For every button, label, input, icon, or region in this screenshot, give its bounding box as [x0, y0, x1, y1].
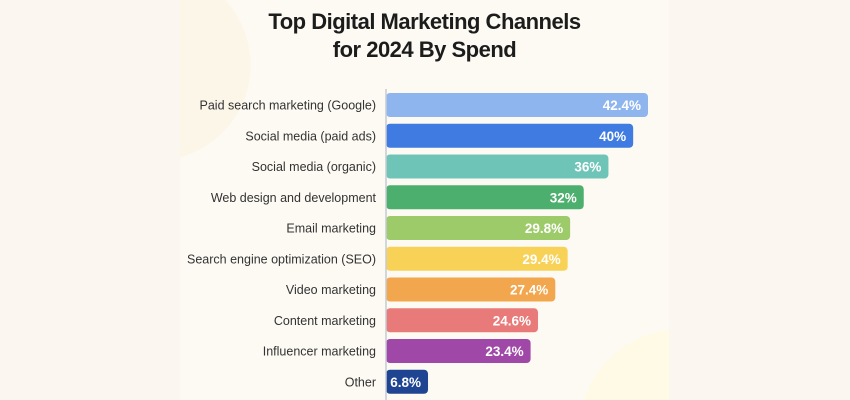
- data-label: 32%: [550, 190, 577, 205]
- category-label: Content marketing: [274, 314, 376, 328]
- bar: [386, 339, 531, 363]
- data-label: 40%: [599, 129, 626, 144]
- data-label: 29.8%: [525, 221, 563, 236]
- bar: [386, 277, 556, 302]
- category-label: Paid search marketing (Google): [200, 99, 376, 113]
- category-label: Video marketing: [286, 283, 376, 297]
- category-label: Web design and development: [211, 191, 377, 205]
- data-label: 24.6%: [493, 313, 531, 328]
- category-label: Social media (paid ads): [245, 129, 376, 143]
- bar: [386, 93, 648, 117]
- data-label: 23.4%: [485, 344, 523, 359]
- bar: [386, 246, 568, 271]
- category-label: Email marketing: [286, 222, 376, 236]
- bar: [386, 154, 609, 179]
- bar: [386, 123, 634, 148]
- bar: [386, 216, 571, 240]
- category-label: Search engine optimization (SEO): [187, 252, 376, 266]
- chart-title: Top Digital Marketing Channels for 2024 …: [180, 8, 669, 64]
- category-label: Social media (organic): [252, 160, 376, 174]
- data-label: 42.4%: [603, 98, 641, 113]
- category-label: Other: [345, 375, 376, 389]
- chart-title-line-1: Top Digital Marketing Channels: [268, 9, 581, 34]
- bar: [386, 185, 584, 210]
- chart-title-line-2: for 2024 By Spend: [332, 37, 517, 62]
- data-label: 29.4%: [522, 252, 560, 267]
- data-label: 6.8%: [390, 375, 421, 390]
- data-label: 36%: [574, 160, 601, 175]
- data-label: 27.4%: [510, 283, 548, 298]
- bar: [386, 308, 539, 333]
- bar: [386, 369, 429, 394]
- category-label: Influencer marketing: [263, 345, 376, 359]
